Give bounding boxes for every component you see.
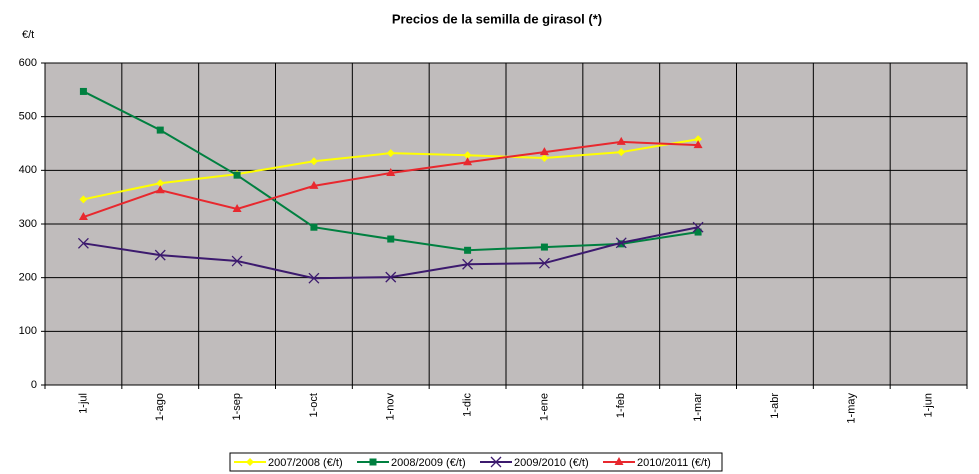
marker	[463, 151, 472, 160]
marker	[614, 457, 624, 465]
marker	[233, 171, 241, 179]
y-tick-label: 200	[19, 272, 37, 284]
marker	[154, 249, 166, 261]
y-tick-label: 500	[19, 111, 37, 123]
x-tick-label: 1-ene	[538, 393, 550, 421]
x-tick-label: 1-abr	[769, 393, 781, 419]
marker	[79, 87, 87, 95]
marker	[693, 140, 703, 149]
x-tick-label: 1-nov	[385, 393, 397, 421]
marker	[617, 148, 626, 157]
marker	[463, 157, 473, 166]
y-tick-label: 300	[19, 218, 37, 230]
marker	[77, 237, 89, 249]
x-tick-label: 1-ago	[154, 393, 166, 421]
x-tick-label: 1-oct	[308, 393, 320, 417]
marker	[540, 153, 549, 162]
marker	[538, 257, 550, 269]
marker	[616, 136, 626, 145]
marker	[385, 271, 397, 283]
marker	[155, 185, 165, 194]
marker	[617, 240, 625, 248]
marker	[308, 272, 320, 284]
x-tick-label: 1-feb	[615, 393, 627, 418]
marker	[309, 157, 318, 166]
marker	[386, 168, 396, 177]
marker	[615, 237, 627, 249]
x-tick-label: 1-may	[846, 393, 858, 424]
marker	[694, 135, 703, 144]
marker	[490, 456, 502, 468]
marker	[78, 212, 88, 221]
y-tick-label: 0	[31, 379, 37, 391]
chart-title: Precios de la semilla de girasol (*)	[392, 11, 602, 26]
marker	[462, 258, 474, 270]
marker	[692, 221, 704, 233]
x-tick-label: 1-jul	[77, 393, 89, 414]
legend-label: 2009/2010 (€/t)	[514, 457, 589, 469]
marker	[694, 228, 702, 236]
marker	[232, 203, 242, 212]
legend-box	[229, 452, 723, 472]
marker	[387, 235, 395, 243]
marker	[369, 458, 377, 466]
marker	[310, 223, 318, 231]
x-tick-label: 1-dic	[461, 393, 473, 417]
legend-label: 2010/2011 (€/t)	[637, 457, 711, 469]
marker	[156, 126, 164, 134]
x-tick-label: 1-jun	[922, 393, 934, 417]
x-tick-label: 1-sep	[231, 393, 243, 421]
marker	[79, 195, 88, 204]
y-tick-label: 400	[19, 164, 37, 176]
y-tick-label: 600	[19, 57, 37, 69]
marker	[231, 255, 243, 267]
y-tick-label: 100	[19, 325, 37, 337]
marker	[540, 243, 548, 251]
y-axis-label: €/t	[22, 29, 34, 41]
marker	[539, 147, 549, 156]
legend-label: 2008/2009 (€/t)	[391, 457, 466, 469]
marker	[386, 149, 395, 158]
marker	[309, 180, 319, 189]
x-tick-label: 1-mar	[692, 393, 704, 422]
marker	[156, 179, 165, 188]
marker	[464, 246, 472, 254]
legend-label: 2007/2008 (€/t)	[268, 457, 343, 469]
marker	[246, 458, 254, 466]
